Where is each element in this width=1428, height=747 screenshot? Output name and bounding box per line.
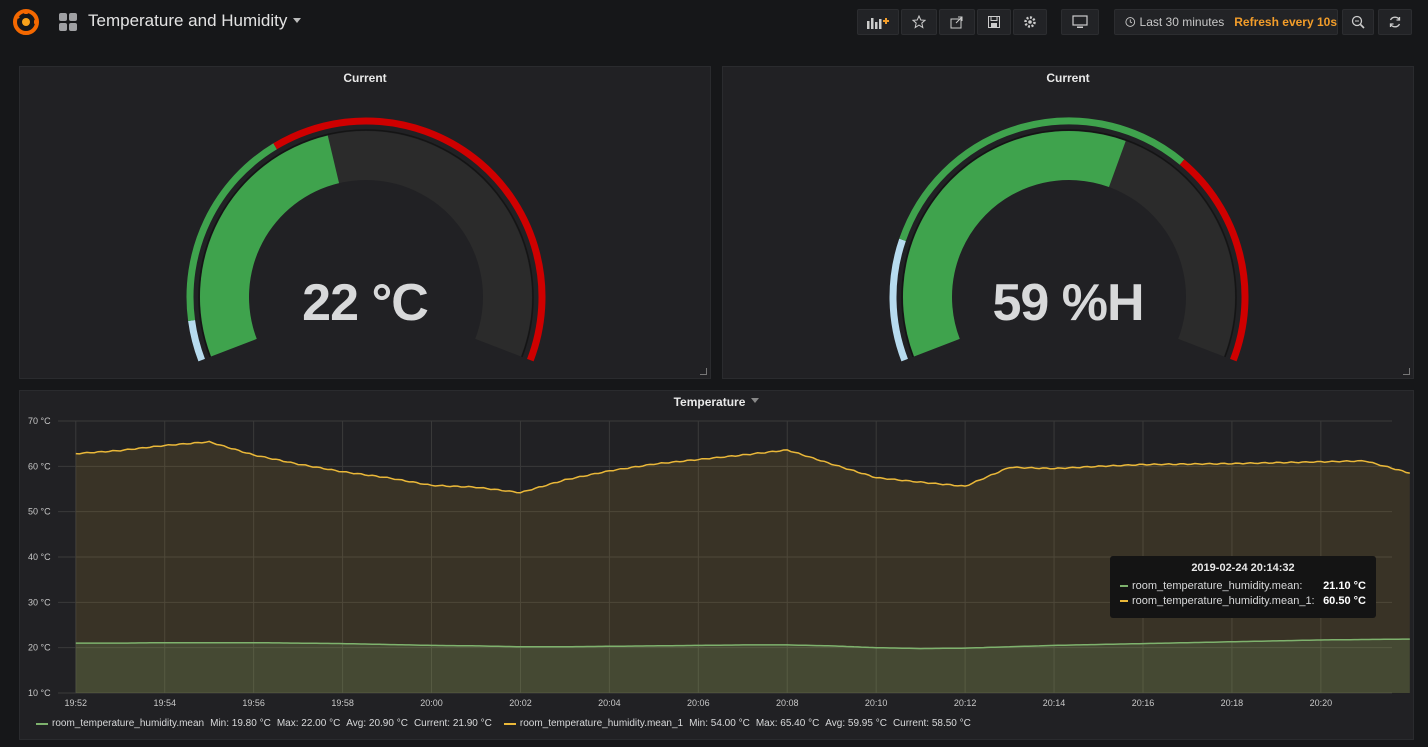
dashboard-title-dropdown[interactable]: Temperature and Humidity (88, 11, 302, 31)
gauge-threshold-arc (186, 143, 277, 321)
legend-color-swatch[interactable] (36, 722, 48, 725)
time-range-label: Last 30 minutes (1139, 15, 1225, 29)
tooltip-series-value: 21.10 °C (1323, 579, 1366, 592)
graph-title-text: Temperature (673, 395, 746, 409)
gauge-threshold-arc (1179, 159, 1249, 362)
legend-max: Max: 65.40 °C (755, 718, 820, 729)
dashboard-title: Temperature and Humidity (88, 11, 288, 30)
chevron-down-icon (751, 398, 760, 403)
temperature-value: 22 °C (302, 274, 429, 332)
gauge-threshold-arc (889, 238, 908, 362)
gauge-separator (198, 129, 534, 358)
legend-series-name[interactable]: room_temperature_humidity.mean_1 (519, 718, 684, 729)
gear-icon (1024, 16, 1036, 28)
grafana-logo-icon[interactable] (12, 8, 40, 36)
legend-min: Min: 19.80 °C (210, 718, 271, 729)
gauge-threshold-arc (899, 117, 1185, 241)
refresh-icon (1389, 16, 1401, 28)
panel-resize-handle[interactable] (1403, 368, 1410, 375)
refresh-interval-label: Refresh every 10s (1234, 15, 1337, 29)
dashboards-grid-icon[interactable] (58, 12, 78, 32)
temperature-gauge (186, 117, 546, 362)
refresh-button[interactable] (1378, 9, 1412, 35)
legend-current: Current: 21.90 °C (413, 718, 492, 729)
gauge-separator (901, 129, 1237, 358)
gauge-panel-humidity[interactable]: Current 59 %H (722, 66, 1414, 379)
legend-series-name[interactable]: room_temperature_humidity.mean (52, 718, 205, 729)
tooltip-row: room_temperature_humidity.mean_1: 60.50 … (1120, 593, 1366, 608)
add-panel-icon (867, 18, 889, 29)
legend-current: Current: 58.50 °C (892, 718, 971, 729)
share-icon (950, 16, 963, 29)
add-panel-button[interactable] (857, 9, 899, 35)
graph-legend: room_temperature_humidity.mean Min: 19.8… (36, 718, 971, 729)
panel-resize-handle[interactable] (700, 368, 707, 375)
chevron-down-icon (293, 18, 302, 23)
save-dashboard-button[interactable] (977, 9, 1011, 35)
clock-icon (1125, 17, 1136, 27)
share-dashboard-button[interactable] (939, 9, 975, 35)
view-mode-button[interactable] (1061, 9, 1099, 35)
legend-avg: Avg: 59.95 °C (825, 718, 887, 729)
monitor-icon (1072, 15, 1088, 28)
legend-max: Max: 22.00 °C (276, 718, 341, 729)
tooltip-series-value: 60.50 °C (1323, 594, 1366, 607)
zoom-out-button[interactable] (1342, 9, 1374, 35)
gauge-threshold-arc (273, 117, 546, 362)
graph-title[interactable]: Temperature (20, 395, 1413, 409)
legend-color-swatch[interactable] (503, 722, 516, 725)
star-dashboard-button[interactable] (901, 9, 937, 35)
series-color-swatch (1120, 599, 1128, 602)
tooltip-time: 2019-02-24 20:14:32 (1191, 562, 1295, 574)
series-color-swatch (1120, 584, 1128, 587)
gauge-threshold-arc (188, 319, 205, 362)
panel-title[interactable]: Current (343, 71, 387, 85)
graph-tooltip: 2019-02-24 20:14:32 room_temperature_hum… (1110, 556, 1376, 618)
tooltip-row: room_temperature_humidity.mean: 21.10 °C (1120, 578, 1366, 593)
star-icon (912, 15, 926, 29)
tooltip-series-label: room_temperature_humidity.mean: (1132, 579, 1303, 592)
gauge-value-fill (200, 135, 340, 357)
tooltip-series-label: room_temperature_humidity.mean_1: (1132, 594, 1315, 607)
humidity-value: 59 %H (992, 274, 1144, 332)
legend-min: Min: 54.00 °C (689, 718, 750, 729)
top-navbar: Temperature and Humidity Last 30 minutes… (0, 0, 1428, 44)
humidity-gauge (889, 117, 1249, 362)
save-icon (988, 16, 1000, 28)
zoom-out-icon (1351, 15, 1365, 29)
gauge-panel-temperature[interactable]: Current 22 °C (19, 66, 711, 379)
gauge-value-fill (903, 130, 1126, 357)
legend-avg: Avg: 20.90 °C (346, 718, 408, 729)
panel-title[interactable]: Current (1046, 71, 1090, 85)
dashboard-settings-button[interactable] (1013, 9, 1047, 35)
time-picker-button[interactable]: Last 30 minutes Refresh every 10s (1114, 9, 1338, 35)
